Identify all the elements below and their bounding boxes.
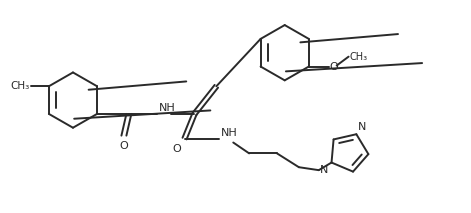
Text: NH: NH [159, 103, 176, 113]
Text: CH₃: CH₃ [349, 52, 368, 62]
Text: O: O [120, 141, 128, 151]
Text: NH: NH [221, 128, 238, 138]
Text: N: N [320, 164, 329, 174]
Text: CH₃: CH₃ [11, 81, 30, 91]
Text: O: O [172, 144, 181, 154]
Text: O: O [330, 62, 339, 72]
Text: N: N [358, 122, 367, 132]
